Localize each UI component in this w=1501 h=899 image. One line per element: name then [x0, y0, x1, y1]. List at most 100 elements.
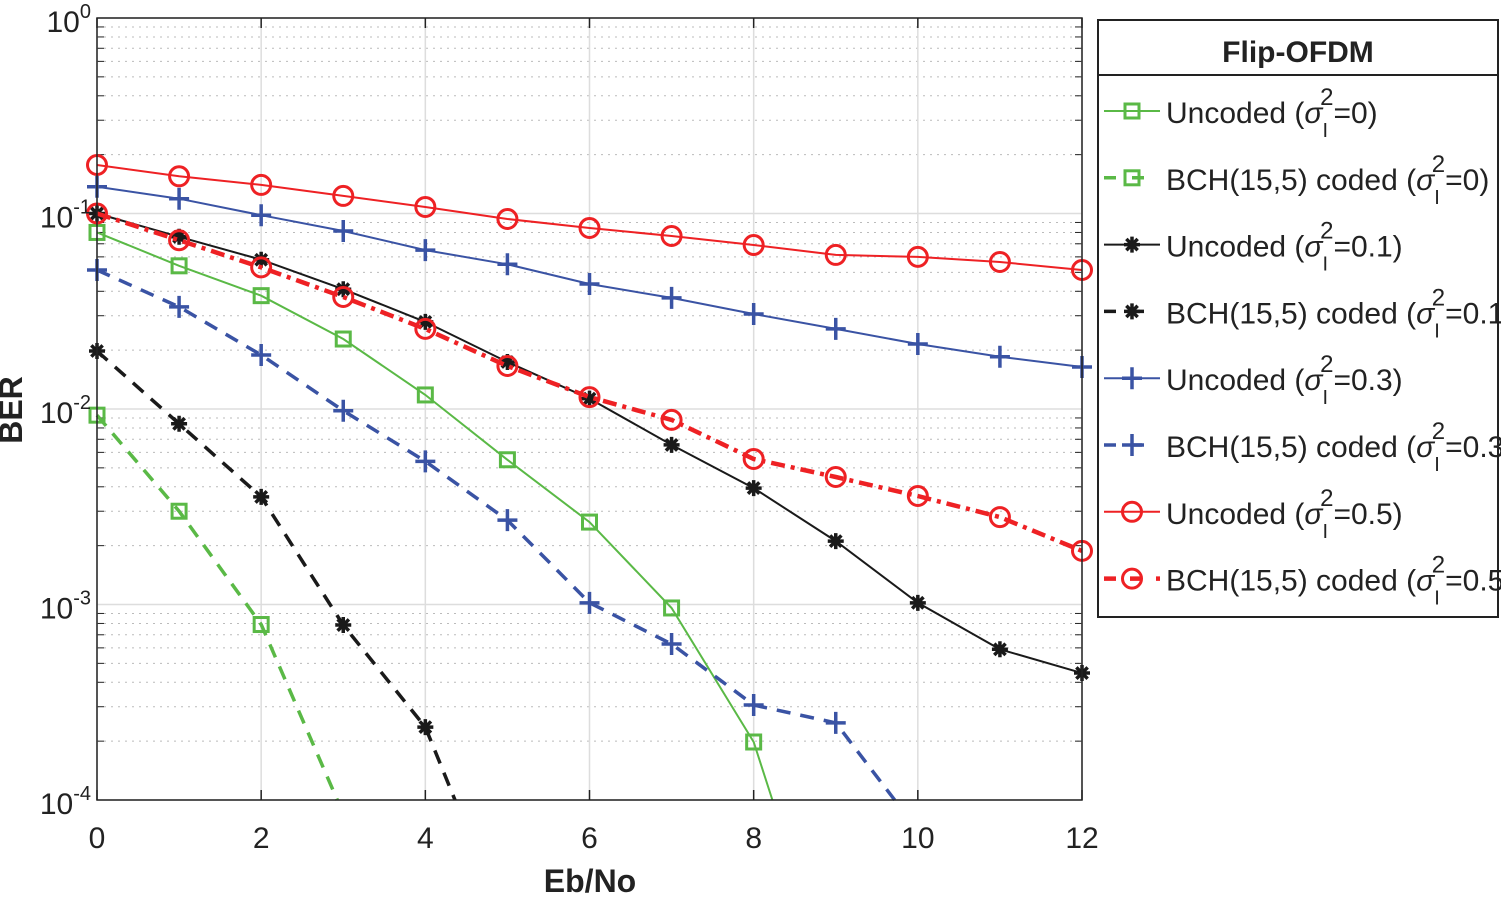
plus-marker	[333, 399, 354, 422]
circle-marker	[906, 484, 929, 507]
circle-marker	[742, 447, 765, 470]
tick-labels: 0 2 4 6 8 10 12 100 10-1 10-2 10-3 10-4	[40, 1, 1099, 855]
plus-marker	[907, 333, 928, 356]
y-tick-label: 10-3	[40, 588, 91, 626]
plus-marker	[1122, 434, 1142, 456]
asterisk-marker-core	[831, 537, 840, 546]
asterisk-marker-core	[1128, 240, 1136, 249]
series-line	[96, 164, 1083, 271]
series-line	[95, 414, 339, 801]
plus-marker	[333, 219, 354, 242]
asterisk-marker-core	[995, 645, 1004, 654]
legend-label: Uncoded (σI2=0.5)	[1166, 485, 1403, 543]
series-0	[88, 223, 774, 801]
plot-frame	[96, 17, 1083, 801]
plus-marker	[989, 345, 1010, 368]
legend-item: BCH(15,5) coded (σI2=0.5)	[1104, 552, 1501, 610]
circle-marker	[824, 243, 847, 266]
plus-marker	[825, 317, 846, 340]
legend-label: BCH(15,5) coded (σI2=0.3)	[1166, 418, 1501, 476]
series-line	[95, 349, 457, 801]
circle-marker	[496, 208, 519, 231]
legend: Flip-OFDM Uncoded (σI2=0) BCH(15,5) coded …	[1097, 19, 1501, 618]
square-marker	[416, 386, 434, 404]
plus-marker	[497, 253, 518, 276]
x-tick-label: 12	[1065, 822, 1098, 855]
square-marker	[1123, 169, 1141, 187]
y-tick-label: 100	[47, 1, 92, 39]
plus-marker	[661, 632, 682, 655]
circle-marker	[250, 173, 273, 196]
legend-label: BCH(15,5) coded (σI2=0.5)	[1166, 552, 1501, 610]
x-tick-label: 0	[89, 822, 106, 855]
plus-marker	[251, 204, 272, 227]
plus-marker	[743, 303, 764, 326]
asterisk-marker-core	[175, 419, 184, 428]
legend-label: Uncoded (σI2=0.1)	[1166, 218, 1403, 276]
circle-marker	[250, 256, 273, 279]
circle-marker	[578, 217, 601, 240]
plus-marker	[579, 591, 600, 614]
series-line	[96, 211, 1083, 553]
circle-marker	[496, 354, 519, 377]
legend-item: BCH(15,5) coded (σI2=0)	[1104, 151, 1489, 209]
legend-item: BCH(15,5) coded (σI2=0.3)	[1104, 418, 1501, 476]
asterisk-marker-core	[749, 484, 758, 493]
y-tick-label: 10-4	[40, 783, 91, 821]
square-marker	[498, 451, 516, 469]
circle-marker	[1121, 567, 1143, 590]
asterisk-marker-core	[421, 723, 430, 732]
x-tick-label: 6	[581, 822, 598, 855]
plus-marker	[579, 272, 600, 295]
asterisk-marker-core	[1128, 307, 1136, 316]
legend-box	[1097, 19, 1499, 618]
y-tick-label: 10-2	[40, 392, 91, 430]
square-marker	[170, 502, 188, 520]
plus-marker	[415, 450, 436, 473]
x-axis-label: Eb/No	[544, 863, 636, 899]
square-marker	[334, 330, 352, 348]
series-5	[87, 259, 897, 802]
legend-item: BCH(15,5) coded (σI2=0.1)	[1104, 284, 1501, 342]
plus-marker	[169, 187, 190, 210]
circle-marker	[988, 250, 1011, 273]
square-marker	[252, 616, 270, 634]
circle-marker	[988, 506, 1011, 529]
circle-marker	[168, 229, 191, 252]
circle-marker	[168, 165, 191, 188]
plus-marker	[251, 343, 272, 366]
square-marker	[663, 599, 681, 617]
circle-marker	[332, 286, 355, 309]
legend-title: Flip-OFDM	[1222, 36, 1374, 69]
legend-label: BCH(15,5) coded (σI2=0.1)	[1166, 284, 1501, 342]
x-tick-label: 8	[745, 822, 762, 855]
square-marker	[745, 733, 763, 751]
y-axis-label: BER	[0, 376, 29, 444]
asterisk-marker-core	[913, 598, 922, 607]
asterisk-marker-core	[667, 440, 676, 449]
plus-marker	[661, 286, 682, 309]
plus-marker	[415, 239, 436, 262]
legend-item: Uncoded (σI2=0)	[1104, 84, 1378, 142]
circle-marker	[332, 184, 355, 207]
legend-item: Uncoded (σI2=0.3)	[1104, 351, 1403, 409]
series-4	[87, 175, 1092, 378]
series-line	[96, 231, 774, 801]
x-tick-label: 2	[253, 822, 270, 855]
plus-marker	[169, 295, 190, 318]
square-marker	[581, 513, 598, 531]
plus-marker	[497, 509, 518, 532]
legend-label: Uncoded (σI2=0.3)	[1166, 351, 1403, 409]
legend-item: Uncoded (σI2=0.5)	[1104, 485, 1403, 543]
circle-marker	[824, 465, 847, 488]
circle-marker	[906, 245, 929, 268]
asterisk-marker-core	[339, 621, 348, 630]
x-tick-label: 4	[417, 822, 434, 855]
circle-marker	[414, 317, 437, 340]
circle-marker	[660, 225, 683, 248]
legend-item: Uncoded (σI2=0.1)	[1104, 218, 1403, 276]
legend-label: BCH(15,5) coded (σI2=0)	[1166, 151, 1489, 209]
square-marker	[170, 257, 188, 275]
circle-marker	[414, 195, 437, 218]
